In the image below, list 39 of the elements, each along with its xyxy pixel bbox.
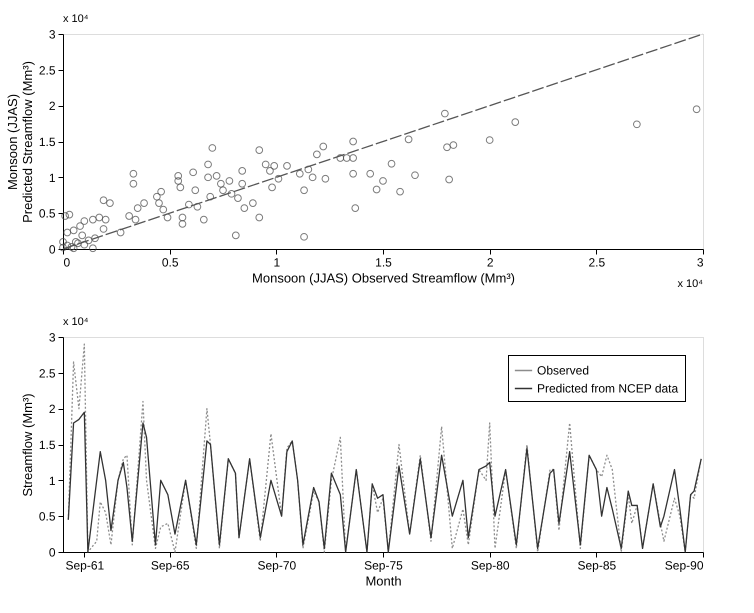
y-tick-label: 0 (48, 546, 56, 560)
y-tick-label: 1 (48, 170, 56, 185)
y-axis-title: Streamflow (Mm³) (20, 393, 35, 497)
legend-label: Predicted from NCEP data (537, 382, 678, 396)
x-tick-label: Sep-61 (65, 558, 104, 572)
x-tick-label: 0.5 (162, 256, 179, 270)
y-tick-label: 0 (48, 242, 56, 256)
y-tick-label: 2.5 (38, 366, 56, 380)
y-axis-title: Monsoon (JJAS) Predicted Streamflow (Mm³) (4, 61, 35, 223)
y-tick-label: 1.5 (38, 135, 56, 149)
x-tick-label: Sep-75 (364, 558, 404, 572)
x-tick-label: 2.5 (588, 256, 606, 270)
x-tick-label: 0 (64, 256, 70, 270)
x-axis-title: Monsoon (JJAS) Observed Streamflow (Mm³) (252, 270, 515, 286)
x-tick-label: Sep-90 (664, 558, 704, 572)
y-tick-label: 2.5 (38, 63, 56, 78)
x-tick-label: 2 (486, 256, 494, 270)
text: x 10⁴ (677, 278, 704, 290)
x-tick-label: 1 (273, 256, 280, 270)
y-tick-label: 1 (48, 474, 56, 488)
y-tick-label: 2 (48, 402, 56, 416)
text: x 10⁴ (63, 13, 89, 25)
y-tick-label: 0.5 (38, 206, 56, 221)
y-tick-label: 3 (48, 28, 56, 42)
x-tick-label: Sep-65 (150, 558, 190, 572)
y-tick-label: 0.5 (38, 510, 56, 524)
x-axis-title: Month (365, 574, 402, 588)
y-tick-label: 1.5 (38, 438, 56, 452)
text: x 10⁴ (63, 316, 89, 328)
x-tick-label: Sep-80 (470, 558, 510, 572)
line-series (68, 344, 702, 553)
x-tick-label: Sep-70 (257, 558, 296, 572)
line-series (68, 412, 702, 553)
y-tick-label: 2 (48, 99, 56, 114)
legend-label: Observed (537, 364, 590, 378)
x-tick-label: 1.5 (375, 256, 392, 270)
y-tick-label: 3 (48, 330, 56, 344)
x-tick-label: 3 (696, 256, 704, 270)
x-tick-label: Sep-85 (577, 558, 617, 572)
